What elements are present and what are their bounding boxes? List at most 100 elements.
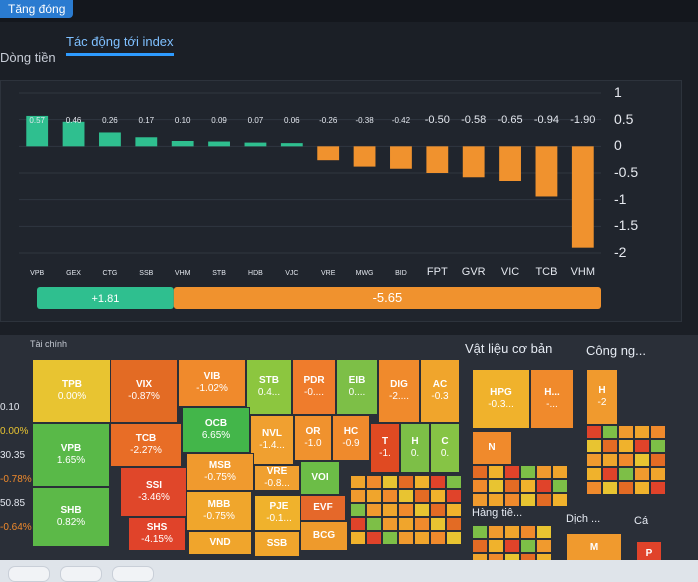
heatmap-tile-small[interactable] bbox=[350, 475, 366, 489]
heatmap-tile-small[interactable] bbox=[430, 531, 446, 545]
bar[interactable] bbox=[317, 146, 340, 161]
tab-active[interactable]: Tăng đóng bbox=[0, 0, 74, 18]
sector-title-consumer[interactable]: Hàng tiê... bbox=[472, 507, 523, 519]
heatmap-tile[interactable]: N bbox=[472, 431, 512, 465]
heatmap-tile[interactable]: VOI bbox=[300, 461, 340, 495]
heatmap-tile-small[interactable] bbox=[366, 475, 382, 489]
heatmap-tile[interactable]: C 0. bbox=[430, 423, 460, 473]
heatmap-tile-small[interactable] bbox=[504, 525, 520, 539]
heatmap-tile-small[interactable] bbox=[446, 517, 462, 531]
heatmap-tile-small[interactable] bbox=[398, 489, 414, 503]
heatmap-tile-small[interactable] bbox=[382, 475, 398, 489]
heatmap-tile-small[interactable] bbox=[504, 539, 520, 553]
heatmap-tile[interactable]: STB 0.4... bbox=[246, 359, 292, 415]
heatmap-tile-small[interactable] bbox=[472, 539, 488, 553]
heatmap-tile[interactable]: SHS -4.15% bbox=[128, 517, 186, 551]
heatmap-tile-small[interactable] bbox=[634, 439, 650, 453]
heatmap-tile-small[interactable] bbox=[602, 425, 618, 439]
heatmap-tile-small[interactable] bbox=[398, 503, 414, 517]
heatmap-tile[interactable]: BCG bbox=[300, 521, 348, 551]
heatmap-tile-small[interactable] bbox=[504, 465, 520, 479]
heatmap-tile-small[interactable] bbox=[446, 475, 462, 489]
sector-title-other[interactable]: Cá bbox=[634, 515, 649, 527]
heatmap-tile-small[interactable] bbox=[398, 531, 414, 545]
heatmap-tile-small[interactable] bbox=[552, 479, 568, 493]
bar[interactable] bbox=[208, 141, 230, 147]
bar[interactable] bbox=[499, 146, 521, 181]
heatmap-tile-small[interactable] bbox=[536, 539, 552, 553]
heatmap-tile-small[interactable] bbox=[650, 481, 666, 495]
heatmap-tile[interactable]: DIG -2.... bbox=[378, 359, 420, 423]
heatmap-tile-small[interactable] bbox=[504, 493, 520, 507]
bar[interactable] bbox=[462, 146, 485, 178]
heatmap-tile[interactable]: EIB 0.... bbox=[336, 359, 378, 415]
heatmap-tile-small[interactable] bbox=[634, 453, 650, 467]
heatmap-tile[interactable]: MSB -0.75% bbox=[186, 453, 254, 491]
heatmap-tile-small[interactable] bbox=[634, 481, 650, 495]
heatmap-tile[interactable]: VIX -0.87% bbox=[110, 359, 178, 423]
heatmap-tile-small[interactable] bbox=[650, 439, 666, 453]
taskbar-icon[interactable] bbox=[112, 566, 154, 582]
heatmap-tile[interactable]: H... -... bbox=[530, 369, 574, 429]
heatmap-tile-small[interactable] bbox=[430, 475, 446, 489]
heatmap-tile-small[interactable] bbox=[650, 453, 666, 467]
heatmap-tile-small[interactable] bbox=[520, 465, 536, 479]
heatmap-tile-small[interactable] bbox=[634, 425, 650, 439]
heatmap-tile-small[interactable] bbox=[602, 439, 618, 453]
heatmap-tile-small[interactable] bbox=[350, 503, 366, 517]
heatmap-tile-small[interactable] bbox=[488, 479, 504, 493]
heatmap-tile[interactable]: VND bbox=[188, 531, 252, 555]
heatmap-tile[interactable]: TPB 0.00% bbox=[32, 359, 112, 423]
heatmap-tile-small[interactable] bbox=[382, 503, 398, 517]
bar[interactable] bbox=[571, 146, 594, 248]
heatmap-tile[interactable]: OR -1.0 bbox=[294, 415, 332, 461]
sector-title-materials[interactable]: Vật liệu cơ bản bbox=[465, 341, 553, 356]
bar[interactable] bbox=[353, 146, 376, 167]
heatmap-tile-small[interactable] bbox=[586, 481, 602, 495]
heatmap-tile[interactable]: H 0. bbox=[400, 423, 430, 473]
heatmap-tile-small[interactable] bbox=[586, 425, 602, 439]
heatmap-tile[interactable]: SHB 0.82% bbox=[32, 487, 110, 547]
heatmap-tile[interactable]: VRE -0.8... bbox=[254, 465, 300, 491]
heatmap-tile-small[interactable] bbox=[472, 465, 488, 479]
heatmap-tile-small[interactable] bbox=[472, 479, 488, 493]
heatmap-tile-small[interactable] bbox=[488, 525, 504, 539]
tab-tac-dong-index[interactable]: Tác động tới index bbox=[66, 34, 174, 56]
heatmap-tile-small[interactable] bbox=[618, 467, 634, 481]
heatmap-tile-small[interactable] bbox=[398, 475, 414, 489]
heatmap-tile-small[interactable] bbox=[382, 531, 398, 545]
heatmap-tile-small[interactable] bbox=[366, 517, 382, 531]
heatmap-tile-small[interactable] bbox=[536, 493, 552, 507]
heatmap-tile-small[interactable] bbox=[618, 425, 634, 439]
heatmap-tile[interactable]: VIB -1.02% bbox=[178, 359, 246, 407]
heatmap-tile-small[interactable] bbox=[366, 531, 382, 545]
heatmap-tile[interactable]: AC -0.3 bbox=[420, 359, 460, 423]
heatmap-tile-small[interactable] bbox=[382, 489, 398, 503]
heatmap-tile-small[interactable] bbox=[488, 465, 504, 479]
heatmap-tile[interactable]: VPB 1.65% bbox=[32, 423, 110, 487]
heatmap-tile-small[interactable] bbox=[350, 489, 366, 503]
heatmap-tile-small[interactable] bbox=[366, 489, 382, 503]
bar[interactable] bbox=[390, 146, 412, 169]
heatmap-tile[interactable]: OCB 6.65% bbox=[182, 407, 250, 453]
heatmap-tile-small[interactable] bbox=[488, 539, 504, 553]
heatmap-tile-small[interactable] bbox=[472, 493, 488, 507]
heatmap-tile-small[interactable] bbox=[414, 531, 430, 545]
heatmap-tile-small[interactable] bbox=[618, 453, 634, 467]
heatmap-tile-small[interactable] bbox=[536, 525, 552, 539]
heatmap-tile[interactable]: EVF bbox=[300, 495, 346, 521]
bar[interactable] bbox=[135, 137, 158, 147]
heatmap-tile-small[interactable] bbox=[586, 439, 602, 453]
heatmap-tile-small[interactable] bbox=[618, 439, 634, 453]
sector-title-tech[interactable]: Công ng... bbox=[586, 343, 646, 358]
heatmap-tile-small[interactable] bbox=[430, 489, 446, 503]
bar[interactable] bbox=[171, 141, 194, 147]
heatmap-tile-small[interactable] bbox=[504, 479, 520, 493]
heatmap-tile-small[interactable] bbox=[414, 489, 430, 503]
taskbar-icon[interactable] bbox=[60, 566, 102, 582]
heatmap-tile[interactable]: PDR -0.... bbox=[292, 359, 336, 415]
heatmap-tile-small[interactable] bbox=[586, 467, 602, 481]
heatmap-tile[interactable]: TCB -2.27% bbox=[110, 423, 182, 467]
heatmap-tile-small[interactable] bbox=[618, 481, 634, 495]
heatmap-tile[interactable]: T -1. bbox=[370, 423, 400, 473]
